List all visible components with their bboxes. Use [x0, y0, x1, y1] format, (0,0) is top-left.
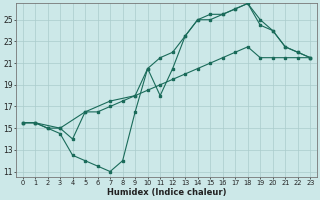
- X-axis label: Humidex (Indice chaleur): Humidex (Indice chaleur): [107, 188, 226, 197]
